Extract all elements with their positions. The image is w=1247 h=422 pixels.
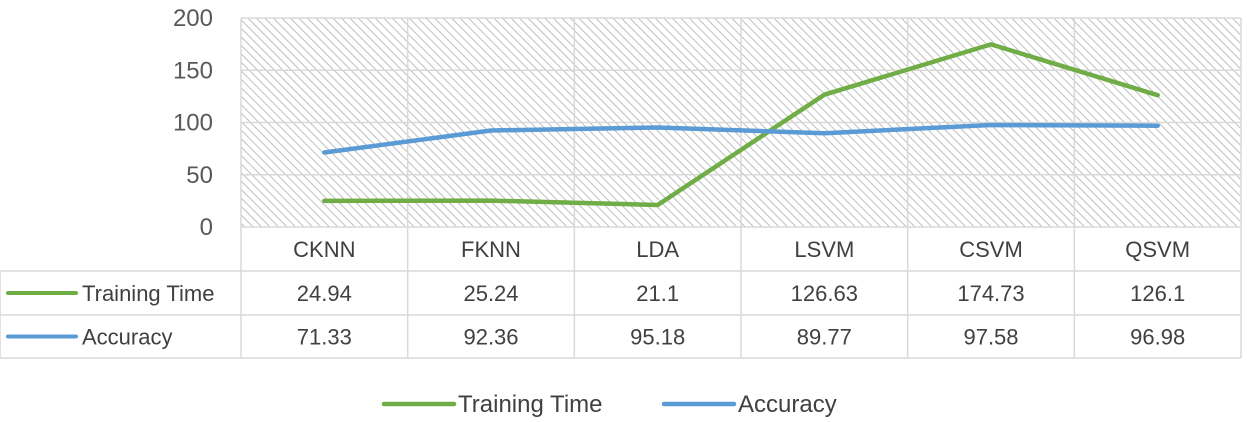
table-cell-value: 21.1: [636, 281, 679, 306]
x-category-label: FKNN: [461, 237, 521, 262]
table-cell-value: 96.98: [1130, 325, 1185, 350]
x-category-label: LSVM: [794, 237, 854, 262]
y-tick-label: 200: [173, 5, 213, 32]
legend-label: Accuracy: [738, 391, 837, 418]
y-tick-label: 0: [200, 214, 213, 241]
legend-label: Training Time: [458, 391, 603, 418]
table-cell-value: 126.1: [1130, 281, 1185, 306]
x-category-label: CKNN: [293, 237, 355, 262]
table-cell-value: 126.63: [791, 281, 858, 306]
table-cell-value: 71.33: [297, 325, 352, 350]
table-series-name: Accuracy: [82, 325, 172, 350]
table-series-name: Training Time: [82, 281, 214, 306]
table-cell-value: 92.36: [463, 325, 518, 350]
table-cell-value: 89.77: [797, 325, 852, 350]
table-cell-value: 24.94: [297, 281, 352, 306]
table-cell-value: 25.24: [463, 281, 518, 306]
table-cell-value: 95.18: [630, 325, 685, 350]
x-category-label: CSVM: [959, 237, 1023, 262]
table-cell-value: 97.58: [963, 325, 1018, 350]
y-tick-label: 150: [173, 57, 213, 84]
y-tick-label: 50: [186, 162, 213, 189]
y-tick-label: 100: [173, 110, 213, 137]
series-line: [322, 42, 1160, 208]
x-category-label: LDA: [636, 237, 679, 262]
x-category-label: QSVM: [1125, 237, 1190, 262]
table-cell-value: 174.73: [957, 281, 1024, 306]
series-line: [322, 122, 1160, 155]
